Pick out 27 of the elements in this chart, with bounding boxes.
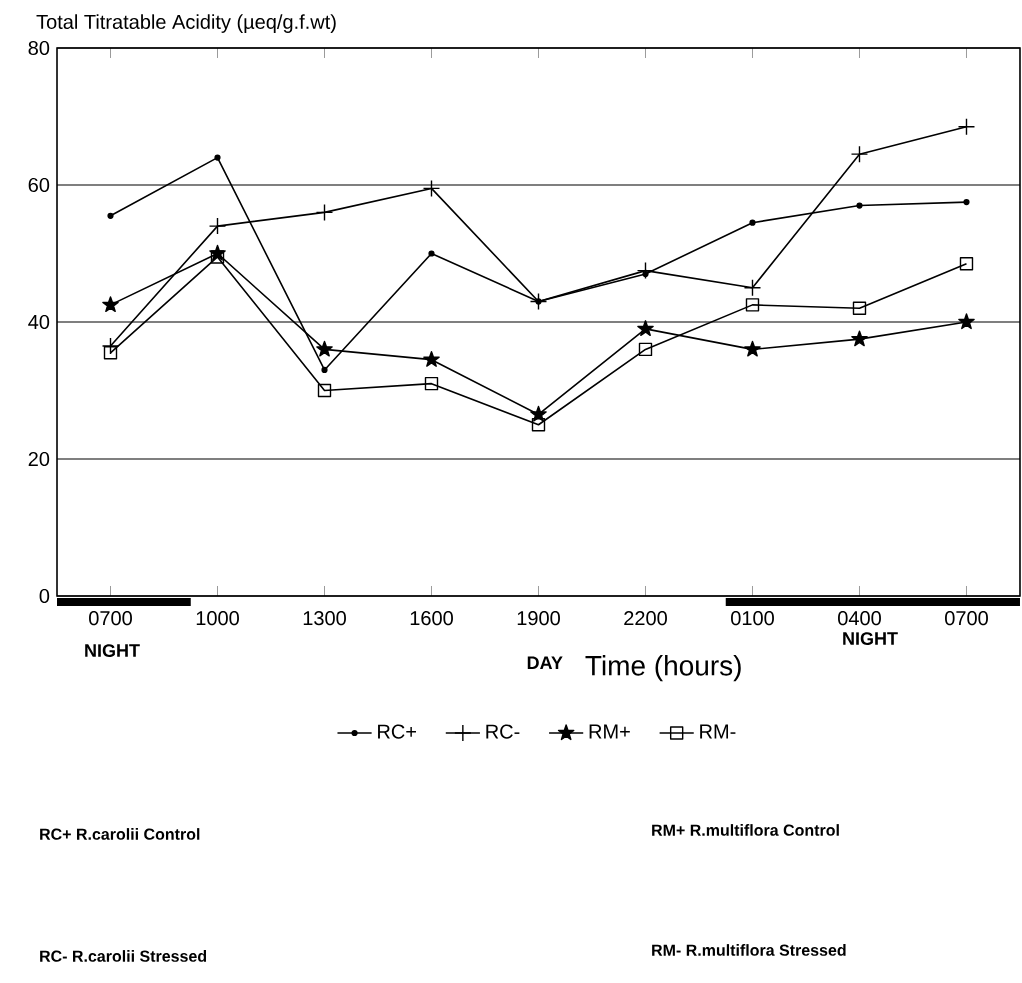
text: NIGHT xyxy=(85,644,140,657)
text: DAY xyxy=(527,656,563,669)
y-tick-label: 20 xyxy=(28,451,50,467)
x-tick-label: 0700 xyxy=(945,611,988,626)
x-axis-title: Time (hours) xyxy=(585,655,741,682)
x-tick-label: 1000 xyxy=(196,611,239,626)
text: NIGHT xyxy=(843,632,898,645)
x-tick-label: 1600 xyxy=(410,611,453,626)
legend-label: RM- xyxy=(700,724,736,739)
y-axis-title: Total Titratable Acidity (µeq/g.f.wt) xyxy=(36,14,336,33)
y-tick-label: 60 xyxy=(28,177,50,193)
y-tick-label: 40 xyxy=(28,314,50,330)
x-tick-label: 0400 xyxy=(838,611,881,626)
legend-label: RC- xyxy=(486,724,520,739)
y-tick-label: 80 xyxy=(28,40,50,56)
y-tick-label: 0 xyxy=(39,588,50,604)
legend-label: RC+ xyxy=(378,724,416,739)
text: RC+ R.carolii Control xyxy=(40,828,200,840)
x-tick-label: 1900 xyxy=(517,611,560,626)
legend-label: RM+ xyxy=(589,724,630,739)
text: RC- R.carolii Stressed xyxy=(40,950,207,962)
x-tick-label: 0700 xyxy=(89,611,132,626)
text: RM- R.multiflora Stressed xyxy=(652,944,846,956)
x-tick-label: 1300 xyxy=(303,611,346,626)
x-tick-label: 2200 xyxy=(624,611,667,626)
x-tick-label: 0100 xyxy=(731,611,774,626)
text: RM+ R.multiflora Control xyxy=(652,824,839,836)
